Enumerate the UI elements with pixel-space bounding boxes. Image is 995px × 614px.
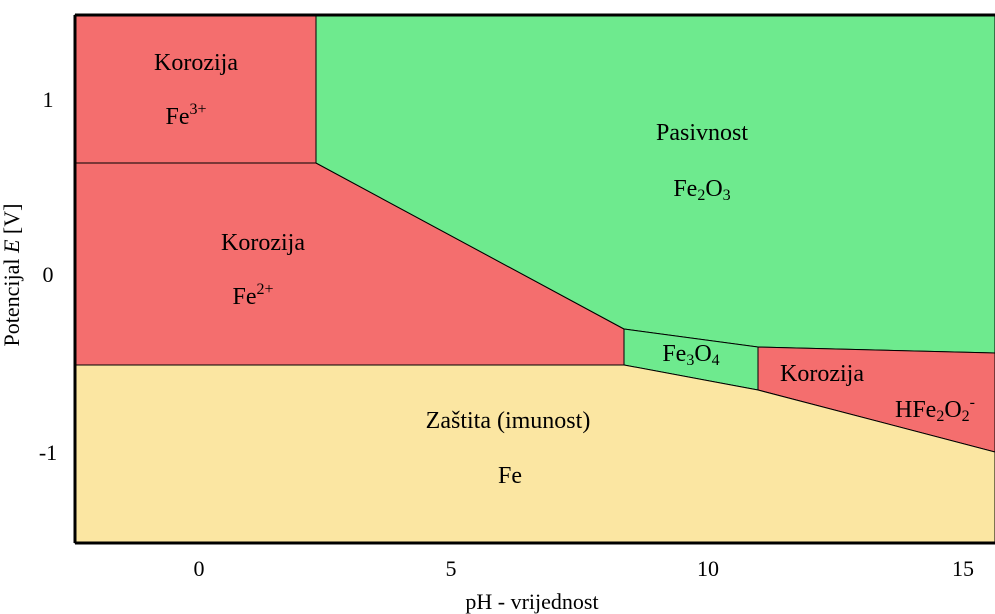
x-tick-0: 0 (194, 556, 205, 581)
label-corrosion-fe3-title: Korozija (154, 50, 238, 76)
x-axis-label: pH - vrijednost (465, 589, 598, 614)
label-magnetite-species: Fe3O4 (662, 341, 719, 369)
label-corrosion-hfe2o2-species: HFe2O2- (895, 394, 975, 425)
x-tick-15: 15 (952, 556, 974, 581)
region-corrosion-hfe2o2 (757, 346, 995, 453)
label-immunity-species: Fe (498, 463, 522, 489)
label-passivity-species: Fe2O3 (673, 176, 730, 204)
region-corrosion-fe3 (74, 14, 317, 164)
x-tick-10: 10 (697, 556, 719, 581)
x-tick-5: 5 (446, 556, 457, 581)
label-corrosion-fe3-species: Fe3+ (165, 101, 206, 130)
label-passivity-title: Pasivnost (656, 120, 748, 146)
label-corrosion-hfe2o2-title: Korozija (780, 361, 864, 387)
label-corrosion-fe2-species: Fe2+ (232, 281, 273, 310)
label-immunity-title: Zaštita (imunost) (426, 408, 591, 434)
label-corrosion-fe2-title: Korozija (221, 230, 305, 256)
y-axis-label: Potencijal E [V] (0, 204, 24, 347)
y-tick-minus-1: -1 (39, 440, 57, 465)
y-tick-1: 1 (43, 87, 54, 112)
y-tick-0: 0 (43, 262, 54, 287)
